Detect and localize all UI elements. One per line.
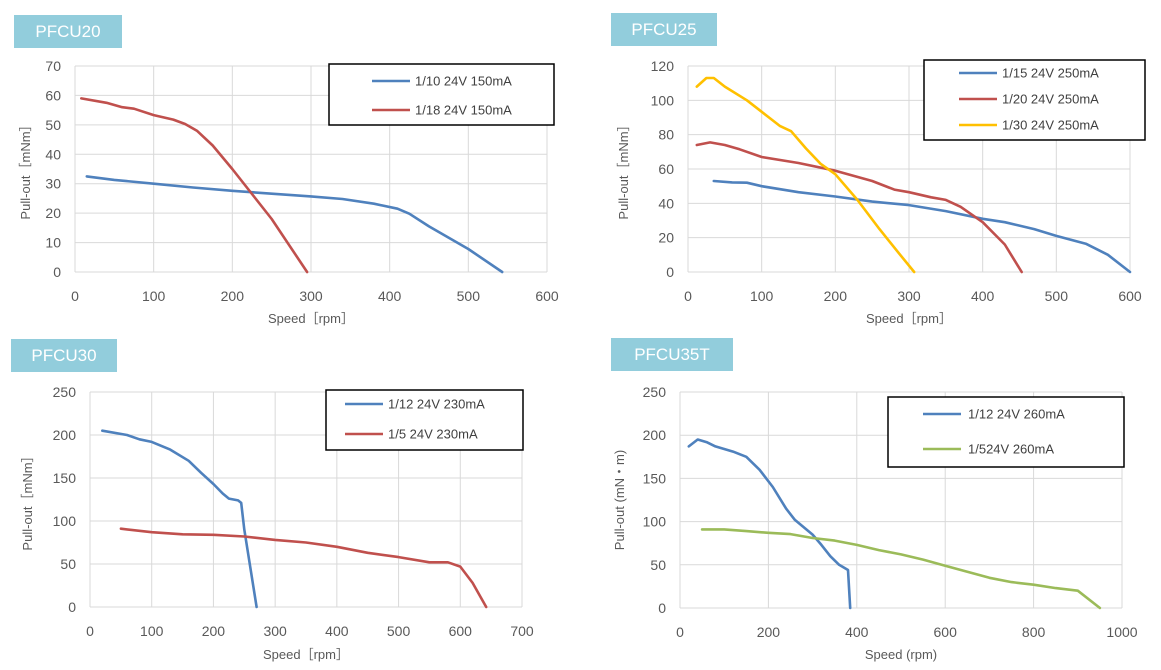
chart4-xaxis-title: Speed (rpm) xyxy=(865,647,937,662)
chart3-series-line-1 xyxy=(101,429,258,609)
chart3-xtick-label: 300 xyxy=(263,623,287,639)
chart2-ytick-label: 40 xyxy=(658,195,674,211)
chart3-ytick-label: 250 xyxy=(53,384,77,400)
chart1-legend-label-2: 1/18 24V 150mA xyxy=(415,103,512,118)
chart1-xtick-label: 400 xyxy=(378,288,402,304)
chart3-ytick-label: 50 xyxy=(60,556,76,572)
chart1-series-line-1 xyxy=(85,175,504,274)
chart2-xtick-label: 400 xyxy=(971,288,995,304)
chart3-legend-label-2: 1/5 24V 230mA xyxy=(388,427,478,442)
chart2-ytick-label: 60 xyxy=(658,161,674,177)
chart3-xtick-label: 0 xyxy=(86,623,94,639)
chart4-xtick-label: 200 xyxy=(757,624,781,640)
chart1-xtick-label: 300 xyxy=(299,288,323,304)
chart3-ytick-label: 100 xyxy=(53,513,77,529)
chart4-xtick-label: 800 xyxy=(1022,624,1046,640)
chart1-xtick-label: 0 xyxy=(71,288,79,304)
chart2-ytick-label: 100 xyxy=(651,92,675,108)
chart3-xtick-label: 100 xyxy=(140,623,164,639)
chart4-ytick-label: 150 xyxy=(643,470,667,486)
chart2-xaxis-title: Speed［rpm］ xyxy=(866,311,952,326)
chart4-legend-box xyxy=(887,396,1125,468)
chart3-xtick-label: 600 xyxy=(449,623,473,639)
chart-title-pfcu30: PFCU30 xyxy=(11,339,117,372)
chart3-xtick-label: 500 xyxy=(387,623,411,639)
chart1-series-line-2 xyxy=(80,97,309,274)
chart2-ytick-label: 20 xyxy=(658,230,674,246)
chart4-xtick-label: 600 xyxy=(934,624,958,640)
chart1-legend-box xyxy=(328,63,555,126)
chart1-xtick-label: 500 xyxy=(457,288,481,304)
chart2-legend-label-2: 1/20 24V 250mA xyxy=(1002,92,1099,107)
chart1-xaxis-title: Speed［rpm］ xyxy=(268,311,354,326)
chart2-series-line-2 xyxy=(695,141,1024,274)
chart3-xtick-label: 400 xyxy=(325,623,349,639)
chart1-ytick-label: 10 xyxy=(45,235,61,251)
chart1-legend-label-1: 1/10 24V 150mA xyxy=(415,74,512,89)
chart3-series-line-2 xyxy=(119,527,488,609)
chart1-ytick-label: 30 xyxy=(45,176,61,192)
chart4-ytick-label: 100 xyxy=(643,514,667,530)
chart2-series-line-1 xyxy=(712,179,1132,274)
chart1-xtick-label: 100 xyxy=(142,288,166,304)
chart1-ytick-label: 0 xyxy=(53,264,61,280)
chart1-ytick-label: 70 xyxy=(45,58,61,74)
chart2-xtick-label: 600 xyxy=(1118,288,1142,304)
chart-title-pfcu35t: PFCU35T xyxy=(611,338,733,371)
chart4-yaxis-title: Pull-out (mN・m) xyxy=(612,450,627,550)
chart4-ytick-label: 50 xyxy=(650,557,666,573)
chart3-legend-box xyxy=(325,389,524,451)
chart1-ytick-label: 20 xyxy=(45,205,61,221)
chart4-legend-label-1: 1/12 24V 260mA xyxy=(968,407,1065,422)
chart4-series-line-2 xyxy=(700,528,1102,610)
chart-title-pfcu25: PFCU25 xyxy=(611,13,717,46)
chart2-xtick-label: 300 xyxy=(897,288,921,304)
chart4-legend-label-2: 1/524V 260mA xyxy=(968,442,1054,457)
chart3-xtick-label: 200 xyxy=(202,623,226,639)
chart4-ytick-label: 250 xyxy=(643,384,667,400)
chart2-legend-label-1: 1/15 24V 250mA xyxy=(1002,66,1099,81)
chart2-ytick-label: 80 xyxy=(658,127,674,143)
chart2-xtick-label: 500 xyxy=(1045,288,1069,304)
chart4-series-line-1 xyxy=(687,438,852,610)
chart2-xtick-label: 100 xyxy=(750,288,774,304)
chart1-ytick-label: 40 xyxy=(45,146,61,162)
chart4-xtick-label: 400 xyxy=(845,624,869,640)
chart3-xaxis-title: Speed［rpm］ xyxy=(263,647,349,662)
chart2-yaxis-title: Pull-out［mNm］ xyxy=(616,118,631,219)
chart3-ytick-label: 150 xyxy=(53,470,77,486)
chart2-ytick-label: 0 xyxy=(666,264,674,280)
chart3-ytick-label: 0 xyxy=(68,599,76,615)
chart1-xtick-label: 600 xyxy=(535,288,559,304)
chart1-ytick-label: 60 xyxy=(45,87,61,103)
chart4-xtick-label: 1000 xyxy=(1106,624,1137,640)
chart3-yaxis-title: Pull-out［mNm］ xyxy=(20,449,35,550)
chart-title-pfcu20: PFCU20 xyxy=(14,15,122,48)
chart3-legend-label-1: 1/12 24V 230mA xyxy=(388,397,485,412)
chart2-legend-label-3: 1/30 24V 250mA xyxy=(1002,118,1099,133)
chart2-series-line-3 xyxy=(695,76,916,274)
chart4-ytick-label: 0 xyxy=(658,600,666,616)
chart4-xtick-label: 0 xyxy=(676,624,684,640)
chart1-yaxis-title: Pull-out［mNm］ xyxy=(18,118,33,219)
chart4-ytick-label: 200 xyxy=(643,427,667,443)
chart2-xtick-label: 0 xyxy=(684,288,692,304)
chart3-xtick-label: 700 xyxy=(510,623,534,639)
chart3-ytick-label: 200 xyxy=(53,427,77,443)
chart1-xtick-label: 200 xyxy=(221,288,245,304)
chart2-xtick-label: 200 xyxy=(824,288,848,304)
chart2-ytick-label: 120 xyxy=(651,58,675,74)
chart1-ytick-label: 50 xyxy=(45,117,61,133)
